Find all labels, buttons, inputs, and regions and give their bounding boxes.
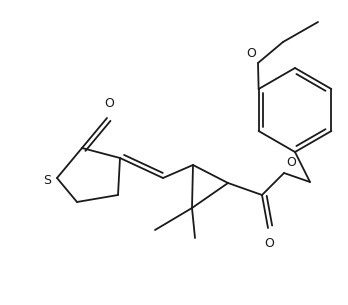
Text: O: O (286, 156, 296, 169)
Text: O: O (246, 47, 256, 60)
Text: S: S (43, 174, 51, 186)
Text: O: O (264, 237, 274, 250)
Text: O: O (104, 97, 114, 110)
